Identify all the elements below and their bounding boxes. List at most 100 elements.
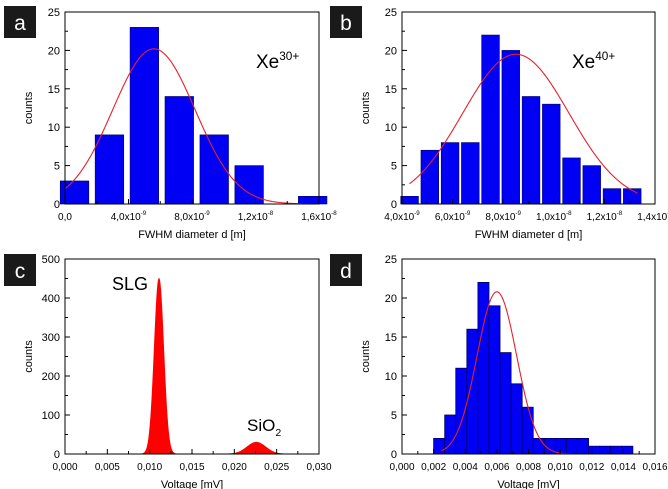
bar [164, 96, 194, 205]
panel-label-box [330, 6, 362, 38]
x-tick-label: 0,016 [642, 462, 667, 473]
y-axis-label: counts [23, 340, 35, 373]
x-axis-label: Voltage [mV] [161, 479, 223, 489]
y-axis-label: counts [360, 340, 372, 373]
panel-label: c [15, 260, 26, 283]
y-tick-label: 10 [385, 371, 397, 383]
bar [588, 445, 601, 455]
y-tick-label: 200 [42, 371, 60, 383]
panel-label-box [4, 254, 36, 286]
y-tick-label: 15 [385, 84, 397, 96]
y-tick-label: 20 [385, 293, 397, 305]
bar [510, 383, 523, 455]
bar [400, 196, 419, 205]
bar [433, 437, 446, 455]
y-tick-label: 5 [391, 161, 397, 173]
x-tick-label: 0,008 [516, 462, 541, 473]
plot-area [400, 34, 642, 205]
annotation-label: Xe40+ [572, 50, 615, 73]
bar [577, 437, 589, 455]
x-tick-label: 4,0x10-9 [111, 210, 147, 223]
bar [461, 142, 480, 205]
x-tick-label: 0,025 [264, 462, 289, 473]
x-tick-label: 1,0x10-8 [536, 210, 572, 223]
y-tick-label: 0 [54, 199, 60, 211]
bar [129, 27, 159, 205]
panel-label: d [340, 260, 352, 283]
chart-panel-c: c 0 100 200 300 400 500 0,000 0,005 0,010 0,015 0,0… [4, 254, 332, 489]
x-tick-label: 4,0x10-9 [384, 210, 420, 223]
bar [499, 352, 512, 455]
annotation-label: SiO2 [247, 416, 281, 439]
x-tick-label: 0,030 [306, 462, 331, 473]
bar [521, 96, 541, 205]
bar [420, 149, 439, 205]
bar [440, 142, 460, 205]
x-tick-label: 0,010 [137, 462, 162, 473]
chart-panel-a: a 0 5 10 15 20 25 0,0 4,0x10-9 8,0x10-9 1,2x10-8 1,… [4, 6, 337, 241]
plot-frame [64, 258, 320, 455]
panel-label: b [340, 12, 352, 35]
x-tick-label: 0,002 [421, 462, 446, 473]
bar [554, 437, 567, 455]
y-tick-label: 15 [48, 84, 60, 96]
y-tick-label: 25 [48, 7, 60, 19]
panel-label-box [4, 6, 36, 38]
fit-curve [409, 53, 638, 194]
y-axis-label: counts [23, 91, 35, 124]
y-tick-label: 15 [385, 332, 397, 344]
x-tick-label: 0,000 [52, 462, 77, 473]
x-tick-label: 8,0x10-9 [485, 210, 521, 223]
bar [542, 103, 561, 205]
y-tick-label: 25 [385, 254, 397, 266]
bar [521, 406, 534, 455]
bar [199, 134, 229, 205]
bar [94, 134, 125, 205]
y-tick-label: 300 [42, 332, 60, 344]
y-tick-label: 10 [385, 122, 397, 134]
x-tick-label: 0,005 [95, 462, 120, 473]
y-tick-label: 5 [391, 410, 397, 422]
y-tick-label: 0 [391, 449, 397, 461]
x-tick-label: 0,0 [58, 212, 72, 223]
y-tick-label: 5 [54, 161, 60, 173]
y-tick-label: 100 [42, 410, 60, 422]
chart-panel-d: d 0 5 10 15 20 25 0,000 0,002 0,004 0,006 0,008 0,01… [330, 254, 668, 489]
x-tick-label: 0,004 [453, 462, 478, 473]
x-tick-label: 0,000 [389, 462, 414, 473]
y-tick-label: 10 [48, 122, 60, 134]
bar [602, 188, 622, 205]
x-axis-label: FWHM diameter d [m] [475, 229, 583, 241]
fit-curve [64, 48, 320, 205]
x-tick-label: 0,014 [611, 462, 636, 473]
bar [298, 196, 328, 205]
x-tick-label: 0,020 [222, 462, 247, 473]
y-axis-label: counts [360, 91, 372, 124]
y-tick-label: 25 [385, 7, 397, 19]
bar [466, 328, 479, 455]
x-tick-label: 8,0x10-9 [174, 210, 210, 223]
bar [562, 157, 581, 205]
x-tick-label: 0,015 [179, 462, 204, 473]
x-tick-label: 1,4x10-8 [637, 210, 668, 223]
y-tick-label: 20 [48, 45, 60, 57]
x-tick-label: 1,2x10-8 [238, 210, 274, 223]
bar [610, 445, 623, 455]
x-axis-label: Voltage [mV] [497, 479, 559, 489]
bar [501, 50, 520, 205]
x-tick-label: 1,2x10-8 [587, 210, 623, 223]
y-tick-label: 400 [42, 293, 60, 305]
plot-area [433, 281, 635, 455]
panel-label-box [330, 254, 362, 286]
bar [582, 165, 601, 205]
bar [481, 34, 500, 205]
bar [488, 305, 501, 455]
x-tick-label: 0,010 [548, 462, 573, 473]
y-tick-label: 0 [391, 199, 397, 211]
y-tick-label: 0 [54, 449, 60, 461]
annotation-label: SLG [112, 274, 148, 294]
chart-panel-b: b 0 5 10 15 20 25 4,0x10-9 6,0x10-9 8,0x10-9 1,0x1… [330, 6, 668, 241]
annotation-label: Xe30+ [256, 50, 299, 73]
y-tick-label: 20 [385, 45, 397, 57]
